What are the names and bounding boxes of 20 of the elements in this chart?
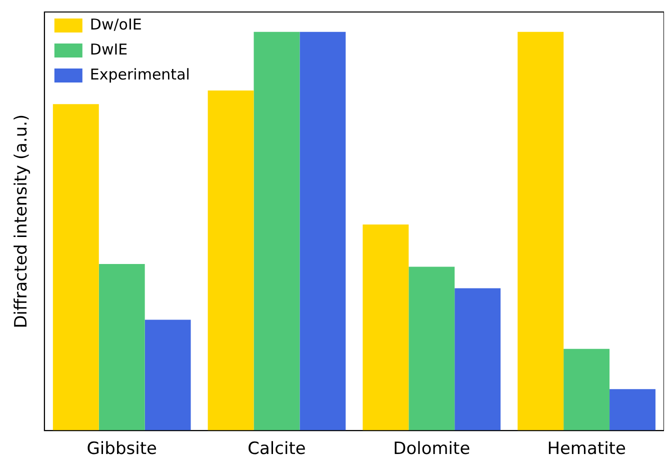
bar xyxy=(610,389,656,431)
x-tick-label: Gibbsite xyxy=(86,439,157,460)
bar xyxy=(564,348,610,431)
bar xyxy=(208,90,254,431)
x-tick-label: Hematite xyxy=(547,439,626,460)
bar xyxy=(518,32,564,431)
bar xyxy=(52,104,99,431)
bar xyxy=(408,266,455,431)
bar xyxy=(254,32,300,431)
bar xyxy=(98,264,145,431)
x-tick-label: Calcite xyxy=(248,439,306,460)
legend-label: DwIE xyxy=(90,40,128,58)
bar xyxy=(144,320,191,431)
y-axis-title: Diffracted intensity (a.u.) xyxy=(12,114,32,328)
bar xyxy=(300,32,346,431)
bar xyxy=(362,224,409,431)
legend-label: Dw/oIE xyxy=(90,15,142,34)
x-tick-label: Dolomite xyxy=(393,439,470,460)
bar xyxy=(454,288,501,431)
legend-label: Experimental xyxy=(90,65,190,84)
